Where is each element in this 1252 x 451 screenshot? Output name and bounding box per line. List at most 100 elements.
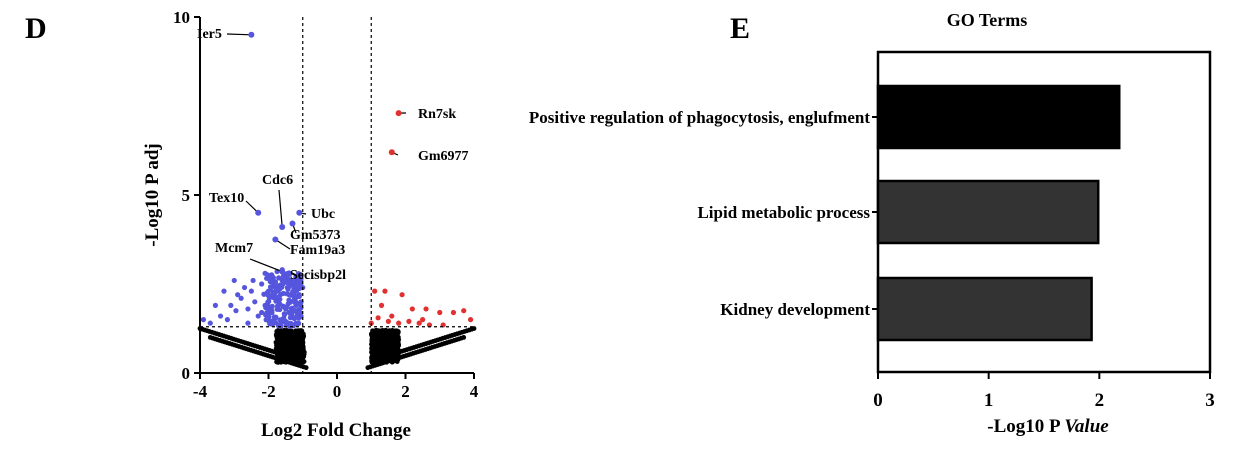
x-tick-label: 0 — [333, 382, 342, 401]
ns-point — [391, 342, 396, 348]
y-tick-label: 0 — [182, 364, 191, 383]
labeled-point — [395, 110, 402, 117]
down-point — [296, 293, 302, 300]
x-axis-title-prefix: -Log10 P — [987, 416, 1064, 437]
down-point — [233, 308, 239, 314]
y-tick-label: 5 — [182, 186, 191, 205]
down-point — [276, 275, 282, 281]
labeled-point — [255, 209, 262, 216]
down-point — [248, 288, 254, 294]
bar-x-axis: 0 1 2 3 — [873, 372, 1215, 411]
down-point — [286, 279, 292, 286]
gene-label: Secisbp2l — [290, 268, 346, 283]
down-point — [281, 312, 288, 318]
down-point — [293, 282, 300, 288]
down-point — [289, 292, 296, 298]
down-point — [285, 301, 291, 307]
down-point — [298, 281, 304, 287]
down-point — [280, 290, 286, 296]
up-point — [399, 292, 405, 298]
gene-leader-line — [278, 189, 283, 228]
down-point — [273, 314, 279, 320]
bar — [876, 84, 1121, 150]
ns-point — [207, 335, 213, 340]
up-point — [389, 313, 395, 319]
gene-label: Fam19a3 — [290, 243, 345, 258]
x-tick-label-e: 1 — [984, 390, 994, 411]
down-point — [217, 313, 224, 319]
up-point — [409, 306, 415, 312]
gene-label: Ubc — [311, 207, 335, 222]
down-point — [231, 277, 237, 284]
category-label: Positive regulation of phagocytosis, eng… — [529, 108, 870, 127]
ns-point — [461, 335, 467, 340]
up-point — [416, 320, 422, 326]
x-axis-title-italic: Value — [1064, 416, 1109, 437]
ns-point — [391, 333, 397, 339]
labeled-point — [289, 220, 296, 227]
labeled-point — [296, 209, 303, 216]
down-point — [269, 303, 275, 309]
up-point — [437, 309, 443, 316]
x-tick-label-e: 3 — [1205, 390, 1215, 411]
bars: Positive regulation of phagocytosis, eng… — [529, 84, 1121, 342]
down-point — [238, 295, 244, 301]
gene-label: Cdc6 — [262, 173, 293, 188]
down-point — [245, 320, 251, 326]
down-point — [283, 320, 289, 326]
ns-point — [295, 334, 301, 340]
up-point — [461, 308, 467, 314]
down-point — [279, 316, 286, 322]
bar — [876, 179, 1100, 245]
down-point — [276, 283, 282, 289]
ns-point — [276, 337, 282, 343]
x-axis-title-e: -Log10 P Value — [987, 416, 1109, 437]
ns-point — [387, 334, 393, 340]
down-point — [265, 273, 271, 279]
volcano-axes: -4 -2 0 2 4 0 5 10 — [173, 8, 479, 401]
down-point — [296, 309, 302, 316]
volcano-plot: D -4 -2 0 2 4 0 5 10 Ier5 Rn7sk Gm6977 Tex10 Cdc6 Ub… — [25, 8, 479, 441]
down-point — [273, 289, 279, 295]
category-label: Lipid metabolic process — [697, 203, 870, 222]
ns-point — [384, 348, 390, 354]
down-point — [250, 277, 256, 284]
down-point — [272, 319, 279, 326]
down-point — [228, 302, 234, 308]
ns-point — [299, 354, 305, 360]
threshold-lines — [200, 17, 474, 373]
ns-point — [298, 345, 304, 351]
x-axis-title: Log2 Fold Change — [261, 420, 411, 441]
down-point — [263, 305, 269, 311]
down-point — [298, 305, 304, 311]
labeled-point — [248, 31, 255, 38]
down-point — [264, 291, 270, 298]
x-tick-label: 4 — [470, 382, 479, 401]
gene-label: Rn7sk — [418, 107, 456, 122]
gene-label: Gm6977 — [418, 149, 469, 164]
up-point — [385, 318, 391, 324]
gene-label: Mcm7 — [215, 241, 253, 256]
up-point — [375, 315, 381, 321]
down-point — [212, 302, 219, 308]
up-point — [467, 317, 474, 323]
down-point — [292, 307, 298, 314]
down-point — [200, 317, 207, 323]
down-point — [293, 314, 299, 320]
y-tick-label: 10 — [173, 8, 190, 27]
gene-leader-line — [249, 258, 283, 273]
volcano-points — [197, 267, 477, 371]
down-point — [267, 284, 274, 290]
down-point — [259, 309, 265, 316]
down-point — [288, 320, 294, 327]
ns-point — [284, 340, 290, 346]
ns-point — [297, 330, 302, 336]
up-point — [396, 320, 402, 326]
ns-point — [376, 339, 382, 345]
ns-point — [290, 344, 295, 350]
down-point — [259, 281, 265, 287]
labeled-point — [388, 149, 395, 156]
down-point — [286, 310, 292, 316]
down-point — [280, 281, 286, 287]
